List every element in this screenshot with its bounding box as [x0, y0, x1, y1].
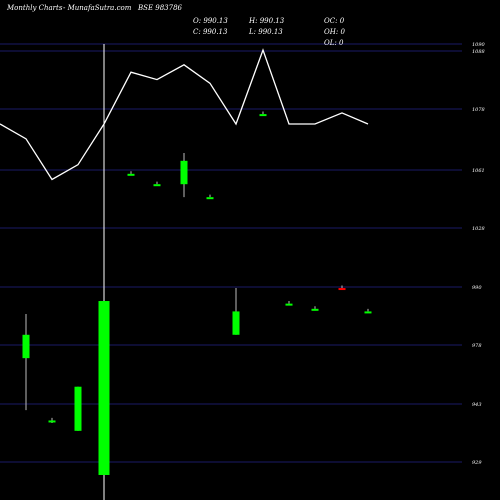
candle-body [98, 301, 110, 475]
y-tick-label: 1090 [472, 42, 486, 48]
candle-body [206, 197, 214, 200]
site-name: - MunafaSutra.com [63, 4, 132, 12]
oh-readout: OH: 0 [324, 28, 345, 36]
candle-body [22, 334, 30, 359]
open-value: 990.13 [203, 17, 228, 25]
y-tick-label: 1061 [472, 168, 485, 174]
close-readout: C: 990.13 [193, 28, 227, 36]
y-tick-label: 1088 [472, 49, 485, 55]
ol-readout: OL: 0 [324, 39, 343, 47]
open-label: O: [193, 17, 202, 25]
oc-readout: OC: 0 [324, 17, 344, 25]
low-readout: L: 990.13 [249, 28, 283, 36]
close-label: C: [193, 28, 201, 36]
candle-body [232, 311, 240, 335]
oh-label: OH: [324, 28, 339, 36]
open-readout: O: 990.13 [193, 17, 228, 25]
candle-body [127, 173, 135, 176]
low-value: 990.13 [258, 28, 283, 36]
high-label: H: [249, 17, 258, 25]
candle-body [180, 160, 188, 185]
candle-body [48, 420, 56, 423]
y-tick-label: 990 [472, 285, 482, 291]
candle-body [338, 288, 346, 291]
y-tick-label: 929 [472, 460, 482, 466]
close-value: 990.13 [202, 28, 228, 36]
candle-body [259, 114, 267, 117]
oh-value: 0 [340, 28, 345, 36]
candle-body [311, 308, 319, 311]
candle-body [153, 184, 161, 187]
candle-body [364, 311, 372, 314]
oc-value: 0 [339, 17, 345, 25]
candle-body [74, 386, 82, 431]
ol-value: 0 [338, 39, 344, 47]
ol-label: OL: [324, 39, 337, 47]
y-tick-label: 978 [472, 343, 482, 349]
low-label: L: [249, 28, 257, 36]
y-tick-label: 943 [472, 402, 482, 408]
candle-body [285, 303, 293, 306]
y-tick-label: 1028 [472, 226, 485, 232]
chart-brand: Monthly Charts [7, 4, 63, 12]
symbol-label: BSE 983786 [138, 4, 182, 12]
oc-label: OC: [324, 17, 338, 25]
high-value: 990.13 [259, 17, 285, 25]
high-readout: H: 990.13 [249, 17, 284, 25]
y-tick-label: 1078 [472, 107, 485, 113]
